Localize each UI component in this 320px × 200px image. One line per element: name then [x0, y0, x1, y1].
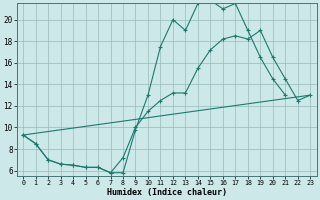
- X-axis label: Humidex (Indice chaleur): Humidex (Indice chaleur): [107, 188, 227, 197]
